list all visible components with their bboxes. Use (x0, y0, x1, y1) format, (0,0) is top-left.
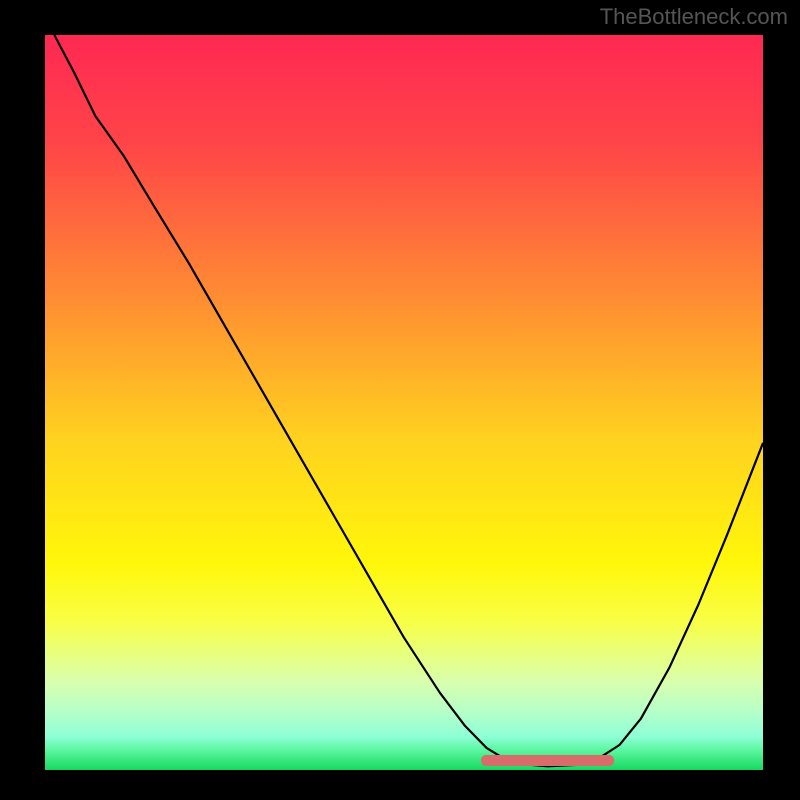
plot-area (45, 35, 763, 770)
optimal-range-end-dot (603, 755, 614, 766)
chart-container: TheBottleneck.com (0, 0, 800, 800)
watermark-text: TheBottleneck.com (600, 4, 788, 30)
optimal-range-start-dot (481, 755, 492, 766)
chart-svg (0, 0, 800, 800)
